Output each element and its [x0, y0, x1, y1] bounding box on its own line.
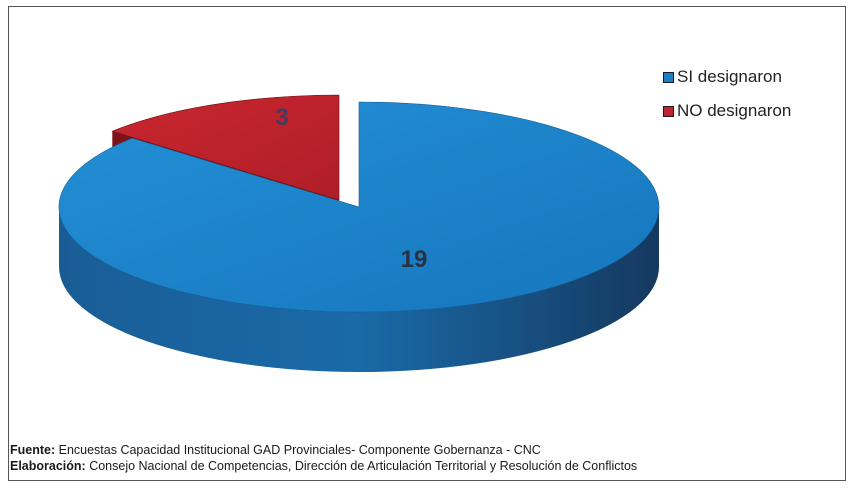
legend-label-si: SI designaron — [677, 67, 782, 86]
data-label-si: 19 — [401, 246, 428, 273]
slice-no-top — [111, 94, 340, 201]
source-line: Fuente: Encuestas Capacidad Instituciona… — [10, 442, 637, 458]
credit-label: Elaboración: — [10, 459, 86, 473]
source-notes: Fuente: Encuestas Capacidad Instituciona… — [10, 442, 637, 474]
source-label: Fuente: — [10, 443, 56, 457]
credit-text: Consejo Nacional de Competencias, Direcc… — [85, 459, 638, 473]
source-text: Encuestas Capacidad Institucional GAD Pr… — [55, 443, 541, 457]
legend-item-no: NO designaron — [663, 94, 791, 128]
slice-si-top — [58, 101, 660, 313]
data-label-no: 3 — [275, 104, 288, 131]
legend-swatch-no — [663, 105, 674, 117]
chart-legend: SI designaron NO designaron — [663, 60, 791, 128]
legend-label-no: NO designaron — [677, 101, 792, 120]
legend-item-si: SI designaron — [663, 60, 791, 94]
slice-si-side — [59, 207, 659, 372]
credit-line: Elaboración: Consejo Nacional de Compete… — [10, 458, 637, 474]
legend-swatch-si — [663, 71, 674, 83]
pie-chart: 19 3 — [58, 94, 660, 372]
chart-frame: 19 3 SI designaron NO designaron — [8, 6, 846, 481]
